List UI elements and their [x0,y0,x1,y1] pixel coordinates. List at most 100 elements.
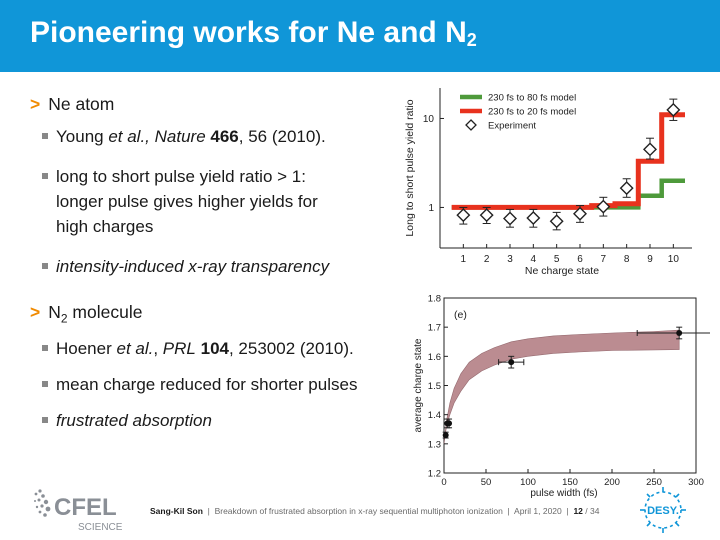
ne-ref-rest: , 56 (2010). [238,127,326,146]
bullet-ne-atom: > Ne atom [30,94,114,115]
data-point [442,432,449,439]
title-text: Pioneering works for Ne and N [30,16,467,49]
experiment-point [503,211,517,226]
n2-average-charge-chart: 0 50 100 150 200 250 300 1.2 1.3 1.4 1.5 1.6 1.7 1.8 p… [413,294,710,499]
y-tick-label: 1 [428,203,434,214]
bullet-n2-molecule: > N2 molecule [30,302,142,326]
square-bullet-icon [42,133,48,139]
square-bullet-icon [42,417,48,423]
x-tick-label: 0 [441,477,446,488]
ne-transparency-text: intensity-induced x-ray transparency [56,257,330,276]
model-20fs-line [451,112,685,210]
x-tick-label: 100 [520,477,536,488]
ne-yield-ratio-chart: 1 2 3 4 5 6 7 8 9 10 1 10 Ne charge state Long to sho… [404,88,692,277]
cfel-science-text: SCIENCE [78,522,123,533]
y-tick-label: 1.3 [428,439,441,450]
experiment-point [666,102,681,117]
data-point [676,330,683,336]
footer-separator: | [566,506,569,516]
subbullet-ne-ref: Young et al., Nature 466, 56 (2010). [42,124,396,149]
experiment-point [479,208,494,223]
x-tick-label: 5 [554,254,560,265]
square-bullet-icon [42,173,48,179]
x-tick-label: 3 [507,254,513,265]
footer: Sang-Kil Son | Breakdown of frustrated a… [150,506,599,516]
y-tick-label: 1.6 [428,352,441,363]
ne-ref-etal: et al., Nature [108,127,206,146]
x-tick-label: 6 [577,254,583,265]
legend-entry: 230 fs to 80 fs model [488,93,576,104]
ne-ratio-line-3: high charges [56,217,154,236]
experiment-point [619,181,634,196]
n2-ref-journal: PRL [162,339,196,358]
bullet-arrow-icon: > [30,94,41,114]
title-bar [0,0,720,72]
subbullet-ne-transparency: intensity-induced x-ray transparency [42,254,396,279]
n2-ref-separator: , [153,339,163,358]
ne-ref-volume: 466 [210,127,239,146]
x-tick-label: 8 [624,254,630,265]
x-tick-label: 50 [481,477,492,488]
footer-separator: | [507,506,510,516]
cfel-dots-icon [34,489,51,517]
desy-ring-icon [640,487,686,533]
n2-frustrated-text: frustrated absorption [56,411,212,430]
data-point [446,420,453,427]
square-bullet-icon [42,263,48,269]
y-tick-label: 1.4 [428,410,441,421]
y-tick-label: 1.5 [428,381,441,392]
ne-ratio-line-2: longer pulse gives higher yields for [56,192,318,211]
panel-annotation: (e) [454,309,467,321]
x-tick-label: 300 [688,477,704,488]
experiment-point [526,211,541,226]
footer-page-total: / 34 [585,506,600,516]
subbullet-n2-frustrated: frustrated absorption [42,408,416,433]
title-subscript: 2 [466,30,477,50]
n2-heading-n: N [48,302,61,322]
desy-logo: DESY. [640,487,686,533]
ne-heading: Ne atom [48,94,115,114]
experiment-point [596,199,611,214]
desy-logo-text: DESY. [647,505,679,517]
x-tick-label: 250 [646,477,662,488]
experiment-point [456,208,471,223]
n2-ref-rest: , 253002 (2010). [228,339,354,358]
slide-title: Pioneering works for Ne and N2 [30,16,477,51]
legend-entry: Experiment [488,121,536,132]
square-bullet-icon [42,381,48,387]
plot-frame [443,297,697,474]
y-tick-label: 10 [423,114,435,125]
n2-ref-authors: Hoener [56,339,117,358]
experiment-point [549,214,564,229]
n2-mean-charge-text: mean charge reduced for shorter pulses [56,375,358,394]
x-axis-label: pulse width (fs) [530,488,597,499]
footer-separator: | [207,506,210,516]
n2-heading-subscript: 2 [60,311,68,326]
n2-heading-rest: molecule [67,302,143,322]
n2-ref-volume: 104 [200,339,229,358]
square-bullet-icon [42,345,48,351]
experiment-point [643,142,657,157]
x-tick-label: 7 [601,254,607,265]
footer-author: Sang-Kil Son [150,506,203,516]
ne-ratio-line-1: long to short pulse yield ratio > 1: [56,167,306,186]
cfel-logo: CFEL SCIENCE [34,489,123,533]
x-tick-label: 2 [484,254,490,265]
subbullet-ne-ratio: long to short pulse yield ratio > 1: lon… [42,164,396,239]
x-tick-label: 4 [531,254,537,265]
x-axis-label: Ne charge state [525,265,599,277]
subbullet-n2-ref: Hoener et al., PRL 104, 253002 (2010). [42,336,416,361]
legend-entry: 230 fs to 20 fs model [488,107,576,118]
x-tick-label: 1 [461,254,467,265]
footer-page-number: 12 [573,506,583,516]
y-tick-label: 1.7 [428,323,441,334]
model-band [443,329,680,444]
y-tick-label: 1.8 [428,294,441,305]
x-tick-label: 9 [647,254,653,265]
data-point [508,359,515,366]
footer-date: April 1, 2020 [514,506,562,516]
y-tick-label: 1.2 [428,469,441,480]
x-tick-label: 200 [604,477,620,488]
n2-ref-etal: et al. [116,339,154,358]
footer-talk-title: Breakdown of frustrated absorption in x-… [214,506,503,516]
